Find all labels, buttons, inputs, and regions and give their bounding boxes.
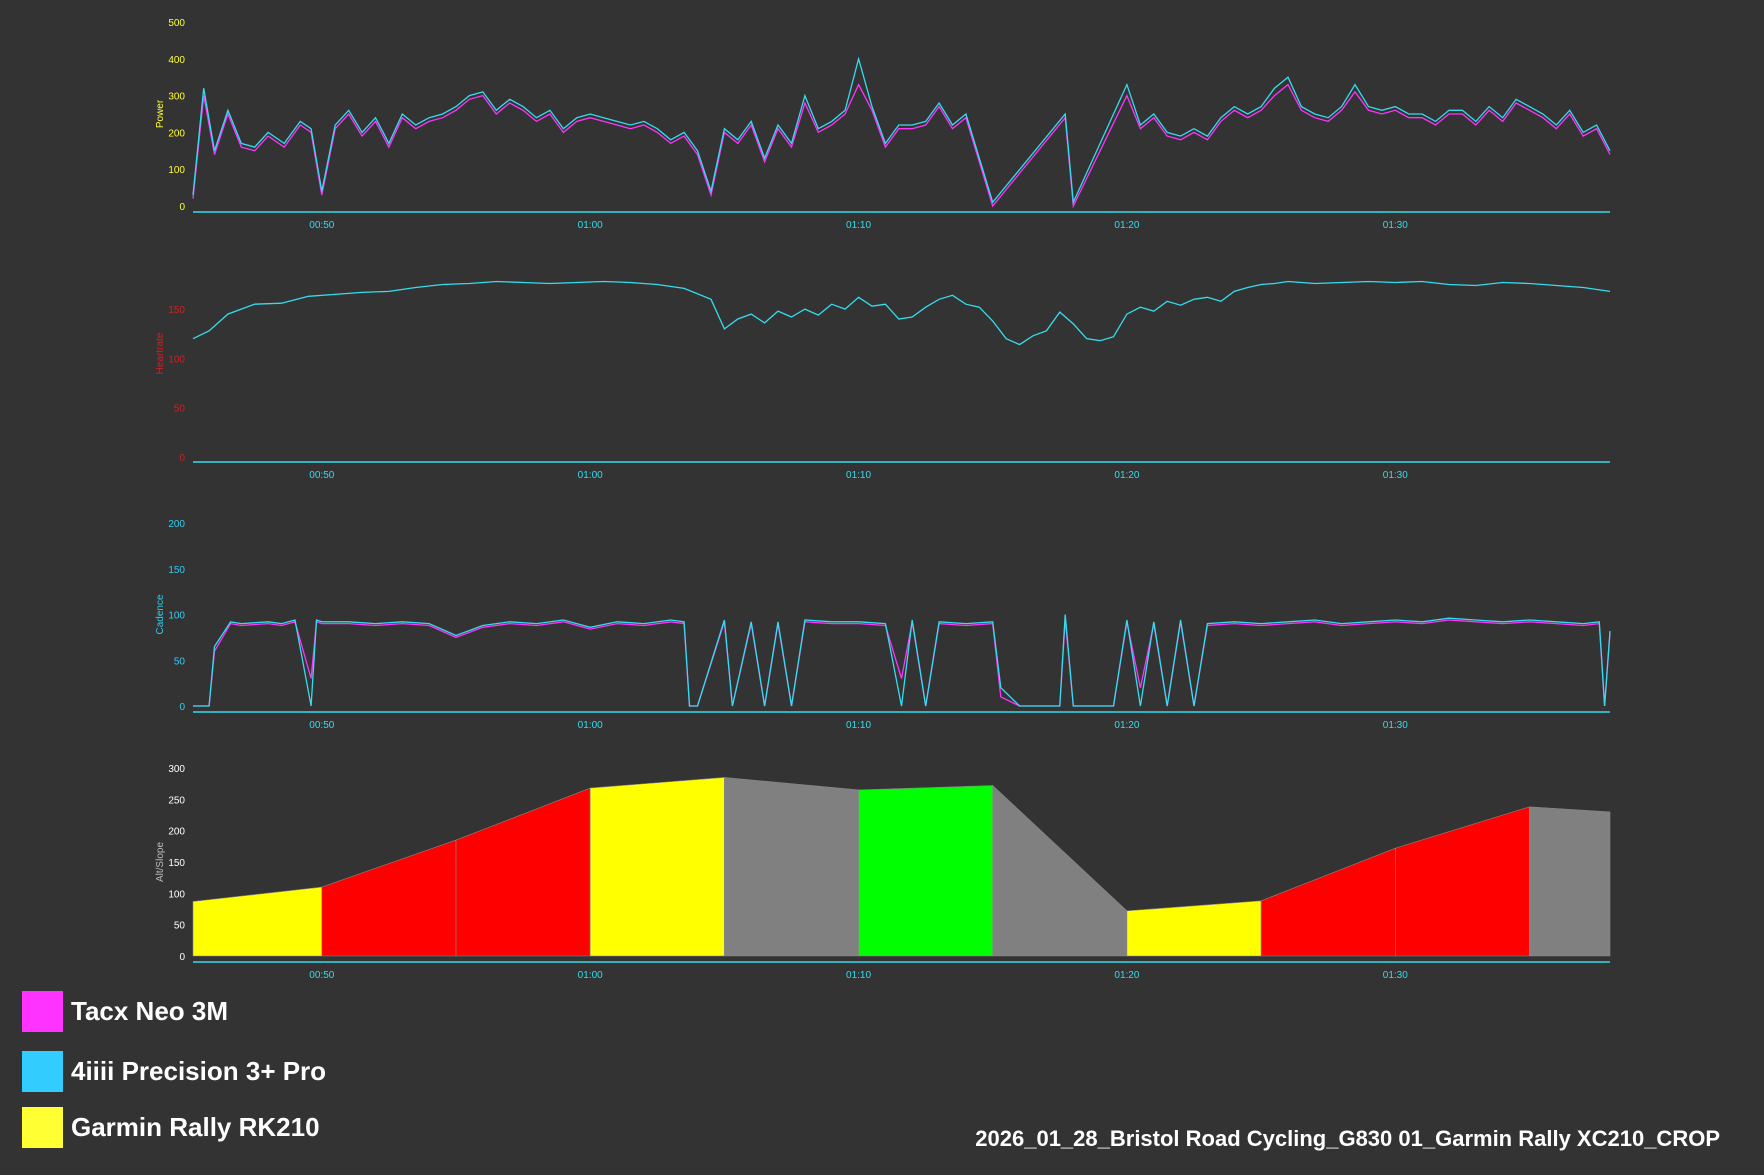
y-tick-label: 200 <box>168 519 185 530</box>
cadence-panel: 0 50 100 150 200 Cadence 00:50 01:00 01:10 01:20 0… <box>155 519 1611 731</box>
y-tick-label: 0 <box>179 453 185 464</box>
legend-item-tacx: Tacx Neo 3M <box>22 991 228 1032</box>
y-tick-label: 150 <box>168 305 185 316</box>
x-tick-label: 01:00 <box>578 470 603 481</box>
x-tick-label: 01:00 <box>578 220 603 231</box>
power-panel: 0 100 200 300 400 500 Power 00:50 01:00 01:10 01:2… <box>155 18 1611 231</box>
altitude-slope-panel: 0 50 100 150 200 250 300 Alt/Slope 00:50 01:00 01:… <box>155 764 1611 981</box>
x-tick-label: 01:10 <box>846 220 871 231</box>
series-line <box>192 83 1611 209</box>
legend-label: 4iiii Precision 3+ Pro <box>71 1056 327 1086</box>
y-axis-label: Heartrate <box>155 332 166 374</box>
legend-label: Garmin Rally RK210 <box>71 1112 320 1142</box>
y-tick-label: 50 <box>174 656 186 667</box>
y-axis-label: Alt/Slope <box>155 842 166 882</box>
legend-label: Tacx Neo 3M <box>71 996 229 1026</box>
y-tick-label: 0 <box>179 702 185 713</box>
slope-segment <box>1529 806 1611 957</box>
x-tick-label: 01:30 <box>1383 220 1408 231</box>
x-tick-label: 01:20 <box>1114 970 1139 981</box>
x-tick-label: 01:00 <box>578 970 603 981</box>
series-line <box>193 619 1611 707</box>
x-tick-label: 00:50 <box>309 220 334 231</box>
y-axis-label: Cadence <box>155 594 166 634</box>
x-tick-label: 00:50 <box>309 720 334 731</box>
x-tick-label: 01:20 <box>1114 470 1139 481</box>
heartrate-panel: 0 50 100 150 Heartrate 00:50 01:00 01:10 01:20 01… <box>155 280 1611 481</box>
y-tick-label: 250 <box>168 795 185 806</box>
slope-segment <box>858 785 994 957</box>
slope-segment <box>724 777 859 957</box>
y-axis-label: Power <box>155 99 166 128</box>
x-tick-label: 01:20 <box>1114 220 1139 231</box>
y-tick-label: 200 <box>168 827 185 838</box>
slope-segment <box>1126 900 1262 957</box>
x-tick-label: 01:20 <box>1114 720 1139 731</box>
file-title: 2026_01_28_Bristol Road Cycling_G830 01_… <box>975 1126 1720 1151</box>
y-tick-label: 300 <box>168 92 185 103</box>
legend-swatch-yellow <box>22 1107 63 1148</box>
legend-swatch-cyan <box>22 1051 63 1092</box>
series-line <box>193 614 1611 707</box>
x-tick-label: 01:10 <box>846 720 871 731</box>
x-tick-label: 01:10 <box>846 970 871 981</box>
legend-item-garmin: Garmin Rally RK210 <box>22 1107 320 1148</box>
y-tick-label: 200 <box>168 128 185 139</box>
slope-segment <box>1395 806 1530 957</box>
x-tick-label: 01:30 <box>1383 720 1408 731</box>
x-tick-label: 01:00 <box>578 720 603 731</box>
series-line <box>192 56 1611 205</box>
legend-swatch-magenta <box>22 991 63 1032</box>
slope-segment <box>589 777 725 957</box>
y-tick-label: 100 <box>168 611 185 622</box>
slope-segment <box>455 787 591 957</box>
y-tick-label: 400 <box>168 55 185 66</box>
x-tick-label: 01:30 <box>1383 970 1408 981</box>
y-tick-label: 50 <box>174 404 186 415</box>
y-tick-label: 100 <box>168 889 185 900</box>
y-tick-label: 50 <box>174 921 186 932</box>
x-tick-label: 01:10 <box>846 470 871 481</box>
y-tick-label: 0 <box>179 202 185 213</box>
y-tick-label: 0 <box>179 952 185 963</box>
series-line <box>192 280 1611 346</box>
slope-segment <box>192 886 323 957</box>
slope-segment <box>321 839 457 957</box>
x-tick-label: 00:50 <box>309 470 334 481</box>
y-tick-label: 100 <box>168 165 185 176</box>
y-tick-label: 500 <box>168 18 185 29</box>
y-tick-label: 100 <box>168 354 185 365</box>
y-tick-label: 150 <box>168 858 185 869</box>
slope-segment <box>1260 847 1396 957</box>
x-tick-label: 00:50 <box>309 970 334 981</box>
x-tick-label: 01:30 <box>1383 470 1408 481</box>
y-tick-label: 150 <box>168 565 185 576</box>
legend-item-4iiii: 4iiii Precision 3+ Pro <box>22 1051 326 1092</box>
slope-segment <box>992 784 1128 957</box>
y-tick-label: 300 <box>168 764 185 775</box>
